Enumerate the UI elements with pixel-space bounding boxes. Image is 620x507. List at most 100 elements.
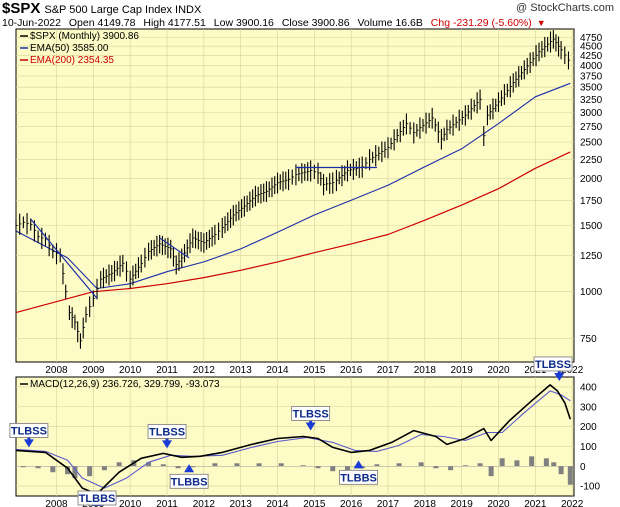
symbol-description: S&P 500 Large Cap Index INDX xyxy=(44,4,202,16)
price-x-tick-label: 2020 xyxy=(487,365,510,376)
macd-histogram-bar xyxy=(396,463,402,467)
trendline xyxy=(30,218,98,299)
symbol: $SPX xyxy=(2,0,41,17)
annotation-box xyxy=(339,469,378,485)
price-y-tick-label: 3250 xyxy=(580,95,603,106)
price-y-tick-label: 1750 xyxy=(580,196,603,207)
price-y-tick-label: 750 xyxy=(580,334,597,345)
price-y-tick-label: 1500 xyxy=(580,221,603,232)
macd-y-tick-label: 200 xyxy=(580,422,597,433)
price-x-tick-label: 2015 xyxy=(303,365,326,376)
macd-x-tick-label: 2010 xyxy=(119,499,142,507)
price-y-tick-label: 2000 xyxy=(580,174,603,185)
macd-histogram-bar xyxy=(344,466,350,473)
price-x-tick-label: 2010 xyxy=(119,365,142,376)
arrow-stem xyxy=(309,420,313,424)
price-x-tick-label: 2016 xyxy=(340,365,363,376)
trendline xyxy=(159,237,190,259)
macd-histogram-bar xyxy=(543,458,549,467)
quote-low: Low 3900.16 xyxy=(213,17,274,29)
annotation-label: TLBSS xyxy=(11,425,47,437)
macd-histogram-bar xyxy=(551,462,557,467)
macd-x-tick-label: 2014 xyxy=(266,499,289,507)
arrow-stem xyxy=(27,437,31,441)
ema50-line xyxy=(15,82,571,290)
quote-open: Open 4149.78 xyxy=(68,17,136,29)
annotation-box xyxy=(77,490,117,506)
macd-histogram-bar xyxy=(488,466,494,477)
macd-histogram-bar xyxy=(330,466,336,472)
annotation-label: TLBBS xyxy=(171,476,208,488)
chart-header: $SPX S&P 500 Large Cap Index INDX xyxy=(2,0,201,17)
legend-entry: EMA(200) 2354.35 xyxy=(30,55,114,66)
arrow-stem xyxy=(557,370,561,374)
price-y-tick-label: 4750 xyxy=(580,33,603,44)
macd-histogram-bar xyxy=(50,466,56,473)
quote-date: 10-Jun-2022 xyxy=(2,17,61,29)
quote-close: Close 3900.86 xyxy=(281,17,350,29)
macd-x-tick-label: 2019 xyxy=(451,499,474,507)
price-x-tick-label: 2009 xyxy=(82,365,105,376)
annotation-label: TLBSS xyxy=(535,359,571,371)
macd-histogram-bar xyxy=(499,458,505,467)
arrow-stem xyxy=(165,438,169,442)
up-arrow-icon xyxy=(353,460,364,469)
price-y-tick-label: 2750 xyxy=(580,122,603,133)
macd-panel: -100010020030040020082009201020112012201… xyxy=(15,376,600,507)
price-x-tick-label: 2011 xyxy=(156,365,178,376)
price-x-tick-label: 2017 xyxy=(377,365,400,376)
price-x-tick-label: 2019 xyxy=(451,365,474,376)
price-y-tick-label: 3750 xyxy=(580,71,603,82)
annotation-box xyxy=(9,422,49,438)
macd-histogram-bar xyxy=(190,466,196,468)
macd-x-tick-label: 2021 xyxy=(524,499,547,507)
price-x-tick-label: 2012 xyxy=(193,365,216,376)
macd-histogram-bar xyxy=(477,463,483,467)
macd-histogram-bar xyxy=(448,466,454,471)
macd-histogram-bar xyxy=(20,466,26,468)
macd-histogram-bar xyxy=(101,466,107,471)
price-y-tick-label: 4500 xyxy=(580,42,603,53)
quote-change: Chg -231.29 (-5.60%) xyxy=(430,17,532,29)
price-x-tick-label: 2018 xyxy=(414,365,437,376)
annotation-label: TLBSS xyxy=(293,409,329,421)
macd-histogram-bar xyxy=(529,456,535,467)
price-y-tick-label: 3500 xyxy=(580,83,603,94)
price-y-tick-label: 2250 xyxy=(580,155,603,166)
macd-histogram-bar xyxy=(418,462,424,467)
annotation-box xyxy=(147,423,187,439)
price-y-tick-label: 4000 xyxy=(580,61,603,72)
down-arrow-icon xyxy=(305,422,316,431)
macd-y-tick-label: 300 xyxy=(580,402,597,413)
annotation-label: TLBBS xyxy=(79,493,116,505)
legend-entry: EMA(50) 3585.00 xyxy=(30,43,109,54)
macd-histogram-bar xyxy=(374,464,380,467)
price-plot-area xyxy=(15,28,575,363)
macd-legend: MACD(12,26,9) 236.726, 329.799, -93.073 xyxy=(30,379,220,390)
macd-histogram-bar xyxy=(35,466,41,469)
macd-histogram-bar xyxy=(514,460,520,467)
price-x-tick-label: 2008 xyxy=(45,365,68,376)
macd-x-tick-label: 2018 xyxy=(414,499,437,507)
macd-y-tick-label: 0 xyxy=(580,462,586,473)
macd-line xyxy=(15,384,572,495)
brand-label: @ StockCharts.com xyxy=(516,2,614,14)
macd-x-tick-label: 2022 xyxy=(561,499,584,507)
annotation-layer: TLBSS TLBBS TLBSS TLBBS TLBSS TLBBS TLBSS xyxy=(9,356,573,506)
price-x-tick-label: 2014 xyxy=(266,365,289,376)
macd-histogram-bar xyxy=(558,466,564,475)
macd-histogram-bar xyxy=(160,464,166,467)
macd-histogram-bar xyxy=(65,466,71,475)
down-arrow-icon: ▼ xyxy=(536,18,546,28)
macd-x-tick-label: 2017 xyxy=(377,499,400,507)
macd-x-tick-label: 2012 xyxy=(193,499,216,507)
macd-y-tick-label: 400 xyxy=(580,382,597,393)
annotation-label: TLBBS xyxy=(340,472,377,484)
price-y-tick-label: 2500 xyxy=(580,138,603,149)
macd-histogram-bar xyxy=(72,466,78,479)
macd-y-tick-label: -100 xyxy=(580,482,600,493)
up-arrow-icon xyxy=(184,464,195,473)
macd-histogram-bar xyxy=(87,466,93,477)
macd-histogram-bar xyxy=(212,463,218,467)
down-arrow-icon xyxy=(23,439,34,448)
